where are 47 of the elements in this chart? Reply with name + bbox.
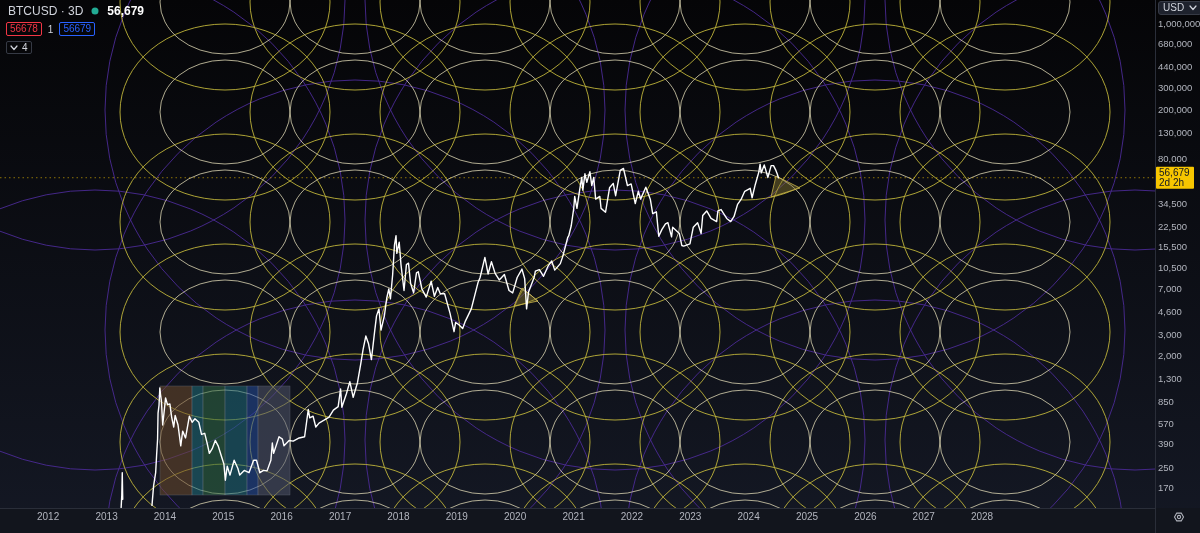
x-tick-label: 2021 (562, 510, 586, 522)
annotation: 56678 (6, 22, 42, 36)
x-tick-label: 2020 (503, 510, 527, 522)
y-tick-label: 390 (1158, 437, 1174, 449)
x-tick-label: 2028 (970, 510, 994, 522)
x-tick-label: 2026 (854, 510, 877, 522)
annotation: 56,679 (107, 4, 145, 18)
x-tick-label: 2015 (212, 510, 235, 522)
y-tick-label: 15,500 (1158, 240, 1188, 252)
y-tick-label: 4,600 (1158, 305, 1182, 317)
x-tick-label: 2018 (387, 510, 410, 522)
y-tick-label: 440,000 (1158, 61, 1193, 73)
x-tick-label: 2023 (679, 510, 702, 522)
x-tick-label: 2014 (153, 510, 177, 522)
text: 2d 2h (1159, 177, 1185, 189)
y-tick-label: 850 (1158, 396, 1174, 408)
y-tick-label: 250 (1158, 461, 1174, 473)
y-tick-label: 1,000,000 (1158, 17, 1200, 29)
y-tick-label: 300,000 (1158, 81, 1193, 93)
y-tick-label: 2,000 (1158, 350, 1182, 362)
y-tick-label: 1,300 (1158, 373, 1182, 385)
y-tick-label: 200,000 (1158, 103, 1193, 115)
y-tick-label: 3,000 (1158, 328, 1182, 340)
y-tick-label: 22,500 (1158, 220, 1188, 232)
x-tick-label: 2013 (95, 510, 119, 522)
x-tick-label: 2019 (445, 510, 469, 522)
y-tick-label: 170 (1158, 482, 1174, 494)
y-tick-label: 34,500 (1158, 197, 1188, 209)
y-tick-label: 10,500 (1158, 261, 1188, 273)
x-tick-label: 2017 (328, 510, 352, 522)
x-tick-label: 2027 (912, 510, 936, 522)
x-tick-label: 2012 (36, 510, 60, 522)
y-tick-label: 680,000 (1158, 38, 1193, 50)
annotation: 4 (22, 42, 28, 53)
x-tick-label: 2024 (737, 510, 761, 522)
annotation: 1 (47, 23, 54, 35)
x-tick-label: 2025 (795, 510, 819, 522)
y-tick-label: 80,000 (1158, 152, 1188, 164)
y-tick-label: 570 (1158, 417, 1174, 429)
y-tick-label: 7,000 (1158, 283, 1182, 295)
text: USD (1163, 2, 1185, 14)
chart-title: BTCUSD · 3D (8, 4, 84, 18)
annotation: 56679 (59, 22, 96, 36)
x-tick-label: 2022 (620, 510, 644, 522)
ref-line-label: 56,679 (1159, 167, 1191, 179)
x-tick-label: 2016 (270, 510, 294, 522)
y-tick-label: 130,000 (1158, 126, 1193, 138)
